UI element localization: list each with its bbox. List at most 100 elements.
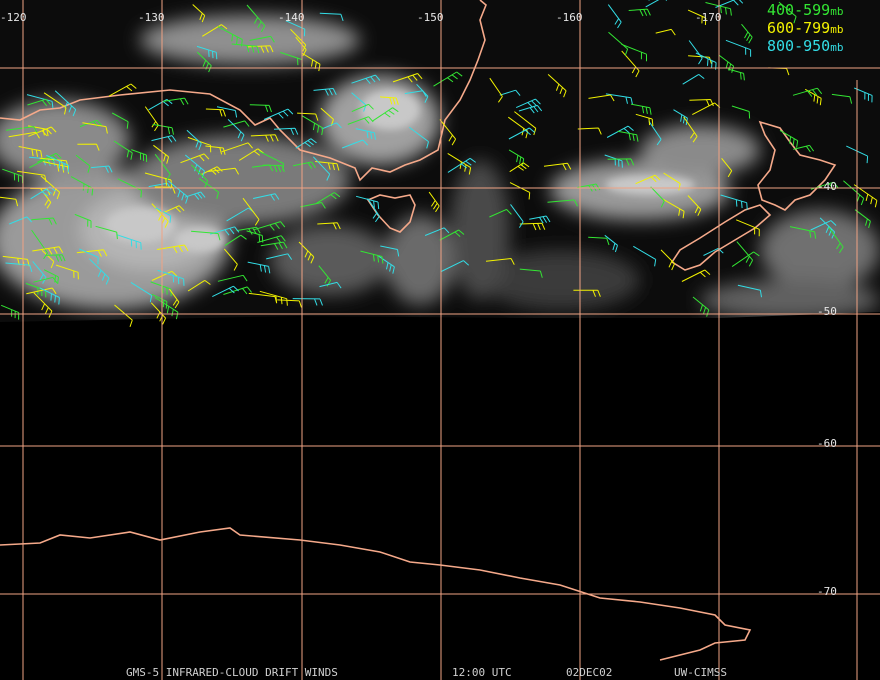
wind-barb — [380, 96, 399, 105]
legend-unit: mb — [830, 41, 843, 54]
wind-barb — [621, 43, 647, 62]
lat-label: -60 — [817, 437, 837, 450]
wind-barb — [266, 253, 293, 260]
wind-barb — [605, 93, 633, 105]
wind-barb — [588, 94, 615, 102]
wind-barb — [607, 158, 635, 166]
wind-barb — [187, 279, 211, 292]
lon-label: -160 — [556, 11, 583, 24]
wind-barb — [628, 8, 651, 17]
lon-label: -130 — [138, 11, 165, 24]
wind-barb — [224, 234, 247, 247]
lon-label: -120 — [0, 11, 27, 24]
wind-barb — [43, 269, 59, 284]
wind-barb — [18, 146, 43, 158]
wind-barb — [367, 198, 380, 223]
wind-barb — [347, 116, 374, 125]
wind-barb — [854, 209, 871, 229]
wind-barb — [655, 28, 676, 36]
wind-barb — [792, 87, 823, 97]
wind-barb — [428, 191, 440, 213]
wind-barb — [77, 143, 100, 151]
wind-barb — [695, 52, 717, 70]
wind-barb — [259, 290, 288, 306]
wind-barb — [250, 134, 279, 142]
wind-barb — [242, 197, 260, 226]
wind-barb — [485, 258, 515, 265]
wind-barb — [392, 73, 423, 83]
wind-barb — [588, 236, 610, 246]
wind-barb — [315, 161, 340, 171]
wind-barb — [312, 156, 331, 181]
lat-label: -50 — [817, 305, 837, 318]
wind-barb — [298, 241, 315, 264]
wind-barb — [854, 87, 873, 103]
wind-barb — [819, 217, 836, 239]
lat-label: -70 — [817, 585, 837, 598]
lon-label: -140 — [278, 11, 305, 24]
wind-barb — [447, 157, 476, 173]
wind-barb — [221, 142, 253, 153]
wind-barb — [196, 51, 212, 73]
wind-barb — [25, 282, 47, 298]
wind-barb — [689, 99, 714, 107]
wind-barb — [223, 248, 238, 271]
wind-barb — [778, 1, 797, 24]
wind-barb — [39, 287, 60, 305]
wind-barb — [82, 122, 108, 134]
wind-barb — [55, 264, 79, 280]
wind-barb — [231, 43, 260, 54]
wind-barb — [113, 140, 133, 160]
wind-barb — [78, 248, 99, 265]
wind-barb — [216, 106, 238, 118]
wind-barb — [300, 202, 326, 209]
wind-barb — [439, 229, 465, 241]
wind-barb — [321, 122, 342, 130]
cloud-imagery — [0, 0, 880, 322]
wind-barb — [779, 129, 799, 148]
wind-barb — [114, 304, 133, 327]
lat-label: -40 — [817, 180, 837, 193]
wind-barb — [186, 129, 202, 151]
lon-labels: -120 -130 -140 -150 -160 -170 — [0, 11, 722, 24]
wind-barb — [249, 35, 275, 43]
wind-barb — [351, 74, 381, 85]
wind-barb — [252, 193, 280, 201]
wind-barb — [70, 176, 94, 196]
wind-barb — [223, 286, 252, 295]
wind-barb — [295, 138, 317, 149]
wind-barb — [223, 120, 250, 128]
wind-barb — [604, 154, 623, 168]
wind-barb — [316, 192, 341, 204]
wind-barb — [380, 245, 400, 257]
wind-barb — [687, 195, 702, 216]
wind-barb — [843, 180, 865, 206]
wind-barb — [39, 157, 69, 168]
wind-barb — [184, 191, 206, 200]
wind-barb — [351, 103, 374, 113]
wind-barb — [301, 115, 324, 136]
wind-barb — [736, 241, 754, 267]
wind-barb — [155, 207, 172, 223]
wind-barb — [54, 90, 77, 117]
wind-barb — [292, 298, 323, 306]
wind-barb — [633, 245, 657, 267]
wind-barb — [509, 162, 530, 173]
wind-barb — [736, 219, 760, 237]
wind-barb — [247, 45, 274, 53]
wind-barb — [853, 184, 878, 208]
wind-barb — [248, 292, 278, 304]
legend-unit: mb — [830, 23, 843, 36]
wind-barb — [247, 261, 271, 274]
wind-barb — [519, 222, 546, 231]
wind-barb — [317, 222, 341, 230]
wind-barb — [635, 113, 654, 127]
footer-title: GMS-5 INFRARED-CLOUD DRIFT WINDS — [126, 666, 338, 679]
legend: 400-599mb 600-799mb 800-950mb — [767, 1, 843, 55]
wind-barb — [30, 186, 56, 200]
wind-barb — [828, 227, 844, 254]
wind-barb — [32, 261, 47, 284]
wind-barb — [355, 195, 380, 210]
wind-barb — [111, 112, 129, 129]
wind-barb — [404, 90, 427, 97]
